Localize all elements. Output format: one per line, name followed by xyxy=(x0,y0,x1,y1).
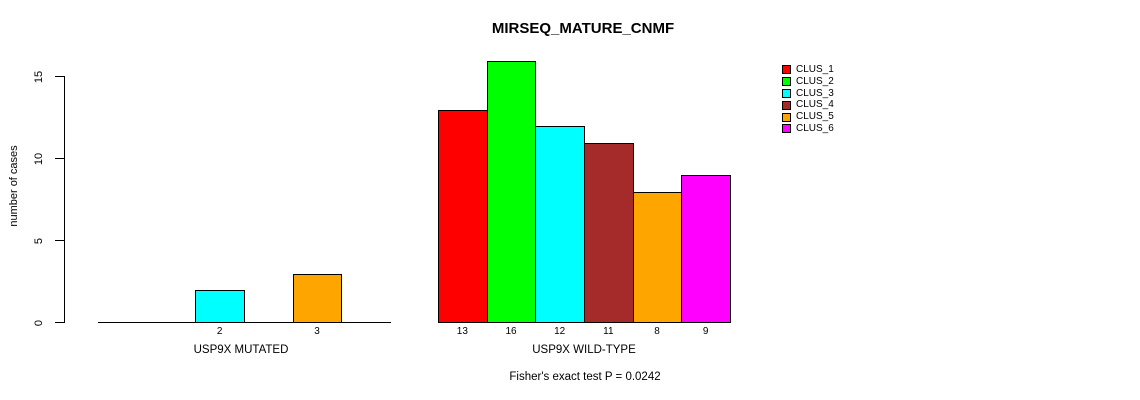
bar-value-label: 2 xyxy=(216,326,223,337)
legend-swatch-clus_2 xyxy=(782,77,791,87)
bar-value-label: 8 xyxy=(654,326,660,337)
bar-clus_3 xyxy=(195,290,245,323)
y-tick-mark xyxy=(55,158,64,159)
y-tick-label: 0 xyxy=(33,319,45,327)
y-axis-line xyxy=(64,76,65,323)
legend: CLUS_1 CLUS_2 CLUS_3 CLUS_4 CLUS_5 CLUS_6 xyxy=(782,64,834,135)
legend-label: CLUS_6 xyxy=(796,122,834,134)
legend-swatch-clus_6 xyxy=(782,124,791,134)
bar-value-label: 11 xyxy=(603,326,614,337)
y-tick-label: 5 xyxy=(33,237,45,245)
group-label-usp9x-mutated: USP9X MUTATED xyxy=(193,344,289,356)
legend-item: CLUS_5 xyxy=(782,111,834,123)
y-tick-label: 15 xyxy=(33,70,45,84)
legend-item: CLUS_2 xyxy=(782,76,834,88)
legend-item: CLUS_1 xyxy=(782,64,834,76)
bar-value-label: 9 xyxy=(702,326,709,337)
legend-item: CLUS_4 xyxy=(782,99,834,111)
legend-item: CLUS_3 xyxy=(782,88,834,100)
legend-item: CLUS_6 xyxy=(782,123,834,135)
bar-value-label: 16 xyxy=(505,326,517,337)
bar-value-label: 13 xyxy=(456,326,468,337)
y-tick-mark xyxy=(55,240,64,241)
legend-label: CLUS_3 xyxy=(796,87,834,99)
y-tick-label: 10 xyxy=(33,152,45,166)
bar-clus_2 xyxy=(486,60,537,323)
legend-swatch-clus_4 xyxy=(782,100,791,110)
legend-label: CLUS_1 xyxy=(796,64,834,75)
bar-value-label: 3 xyxy=(314,326,320,337)
bar-clus_5 xyxy=(632,191,683,323)
bar-clus_4 xyxy=(584,142,634,323)
legend-label: CLUS_5 xyxy=(796,111,834,123)
group-label-usp9x-wild-type: USP9X WILD-TYPE xyxy=(532,344,636,356)
bar-clus_3 xyxy=(535,126,585,323)
y-tick-mark xyxy=(55,322,64,323)
bar-value-label: 12 xyxy=(554,326,566,337)
y-tick-mark xyxy=(55,76,64,77)
legend-swatch-clus_1 xyxy=(782,65,791,75)
bar-clus_6 xyxy=(681,175,731,323)
legend-label: CLUS_2 xyxy=(796,75,834,87)
bar-clus_5 xyxy=(292,273,343,323)
chart-title: MIRSEQ_MATURE_CNMF xyxy=(491,20,675,37)
legend-swatch-clus_3 xyxy=(782,88,791,98)
y-axis-title: number of cases xyxy=(8,145,20,227)
bar-clus_1 xyxy=(438,109,488,323)
legend-swatch-clus_5 xyxy=(782,112,791,122)
annotation-text: Fisher's exact test P = 0.0242 xyxy=(509,371,661,383)
legend-label: CLUS_4 xyxy=(796,99,834,111)
